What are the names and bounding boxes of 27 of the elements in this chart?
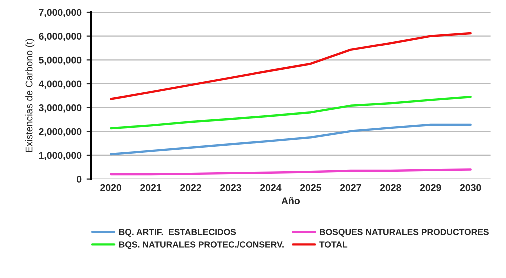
y-tick-label: 3,000,000 xyxy=(39,104,82,113)
line-series xyxy=(110,96,472,130)
x-tick-label: 2020 xyxy=(100,184,122,192)
x-tick-label: 2025 xyxy=(300,184,322,192)
y-tick-label: 0 xyxy=(77,176,82,183)
y-tick-label: 2,000,000 xyxy=(39,128,82,137)
x-tick-label: 2024 xyxy=(260,184,282,192)
x-tick-label: 2030 xyxy=(460,184,482,192)
y-tick-label: 4,000,000 xyxy=(38,80,82,90)
y-tick-label: 1,000,000 xyxy=(39,152,82,161)
x-tick-label: 2028 xyxy=(380,184,402,192)
line-series xyxy=(110,124,472,156)
y-tick-label: 5,000,000 xyxy=(39,56,82,66)
y-tick-label: 7,000,000 xyxy=(39,9,82,18)
x-tick-label: 2021 xyxy=(140,184,162,192)
x-axis-title: Año xyxy=(282,197,300,205)
legend-label: TOTAL xyxy=(320,242,348,248)
legend-label: BQ. ARTIF. ESTABLECIDOS xyxy=(119,229,236,237)
legend-label: BOSQUES NATURALES PRODUCTORES xyxy=(320,229,489,237)
line-series xyxy=(110,32,472,100)
x-tick-label: 2022 xyxy=(180,184,202,192)
y-axis-title: Existencias de Carbono (t) xyxy=(26,39,35,152)
x-tick-label: 2027 xyxy=(340,184,362,192)
x-tick-label: 2023 xyxy=(220,184,242,192)
legend-label: BQS. NATURALES PROTEC./CONSERV. xyxy=(119,241,284,250)
x-tick-label: 2029 xyxy=(420,184,442,192)
y-tick-label: 6,000,000 xyxy=(39,33,82,42)
